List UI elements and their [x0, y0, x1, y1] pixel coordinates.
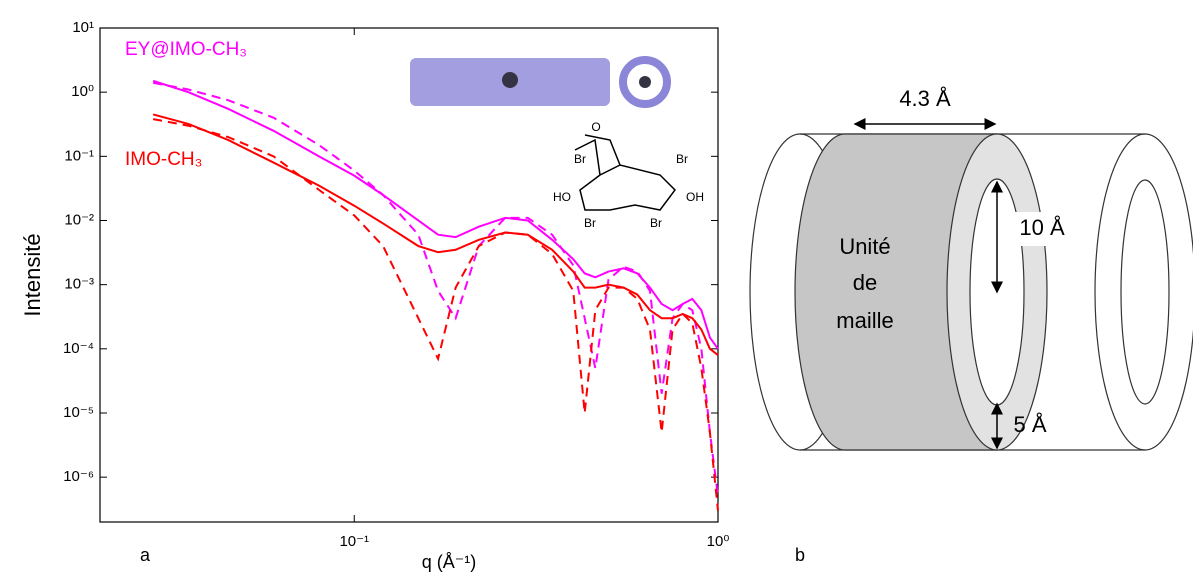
- plot-panel: 10⁻⁶ 10⁻⁵ 10⁻⁴ 10⁻³ 10⁻² 10⁻¹ 10⁰ 10¹ 10⁻¹ 10⁰ q (…: [20, 19, 730, 572]
- legend-label: IMO-CH₃: [125, 149, 202, 170]
- series-line: [152, 113, 719, 356]
- atom-label: Br: [650, 216, 662, 230]
- panel-label: b: [795, 545, 805, 565]
- atom-label: O: [591, 120, 600, 134]
- diagram-panel: 4.3 Å 10 Å 5 Å Unité de maille b: [749, 86, 1193, 565]
- series-line: [152, 118, 719, 511]
- atom-label: Br: [676, 152, 688, 166]
- x-tick-label: 10⁻¹: [339, 533, 369, 550]
- atom-label: Br: [574, 152, 586, 166]
- atom-label: HO: [553, 190, 571, 204]
- y-tick-label: 10¹: [72, 19, 94, 36]
- length-label: 4.3 Å: [899, 86, 951, 111]
- diameter-label: 10 Å: [1019, 215, 1065, 240]
- dye: [639, 76, 651, 88]
- y-tick-label: 10⁻⁵: [63, 404, 94, 421]
- unit-cell: [794, 133, 998, 451]
- x-tick-label: 10⁰: [707, 533, 730, 550]
- y-tick-label: 10⁻⁴: [63, 340, 94, 357]
- legend-label: EY@IMO-CH₃: [125, 39, 247, 60]
- y-axis-label: Intensité: [20, 233, 45, 316]
- series-line: [152, 79, 719, 350]
- y-tick-label: 10⁻¹: [64, 147, 94, 164]
- cell-label: maille: [836, 308, 893, 333]
- label-bg: [1008, 212, 1076, 246]
- y-tick-label: 10⁻²: [64, 211, 94, 228]
- dye: [502, 72, 518, 88]
- series-line: [152, 81, 719, 497]
- y-tick-label: 10⁰: [71, 83, 94, 100]
- wall-label: 5 Å: [1013, 412, 1046, 437]
- plot-frame: [99, 27, 719, 523]
- atom-label: OH: [686, 190, 704, 204]
- x-axis-label: q (Å⁻¹): [422, 552, 477, 572]
- cell-label: Unité: [839, 234, 890, 259]
- y-tick-label: 10⁻³: [64, 276, 94, 293]
- cylinder-end-hole: [1120, 179, 1170, 405]
- y-tick-label: 10⁻⁶: [63, 468, 94, 485]
- atom-label: Br: [584, 216, 596, 230]
- panel-label: a: [140, 545, 151, 565]
- molecule: [574, 134, 676, 211]
- cell-label: de: [853, 270, 877, 295]
